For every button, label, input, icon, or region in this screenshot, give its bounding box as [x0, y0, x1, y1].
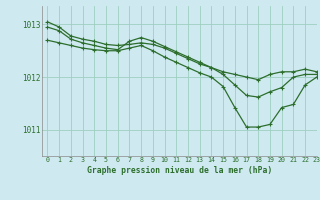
X-axis label: Graphe pression niveau de la mer (hPa): Graphe pression niveau de la mer (hPa)	[87, 166, 272, 175]
